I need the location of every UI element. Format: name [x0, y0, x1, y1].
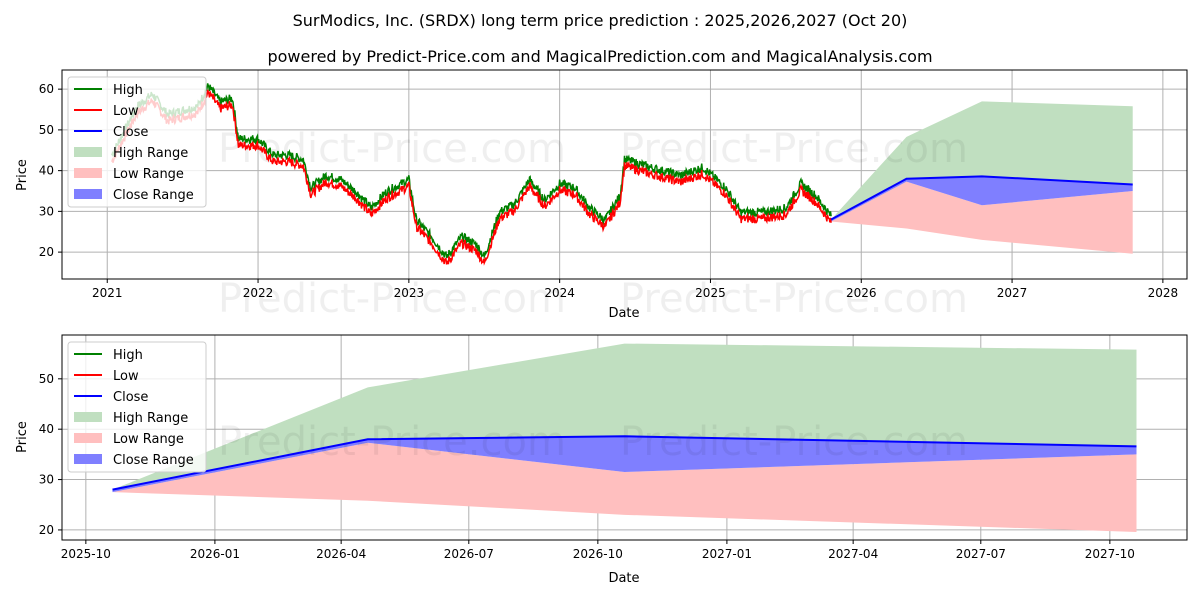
legend-swatch-close-range [74, 454, 102, 464]
y-axis-label: Price [15, 421, 30, 453]
x-tick-label: 2027-04 [828, 547, 878, 561]
x-tick-label: 2025 [695, 286, 726, 300]
high-line [111, 83, 832, 260]
watermark: Predict-Price.com [218, 276, 566, 322]
y-tick-label: 30 [39, 204, 54, 218]
y-tick-label: 20 [39, 245, 54, 259]
legend-label: High Range [113, 146, 188, 161]
y-tick-label: 30 [39, 473, 54, 487]
watermark: Predict-Price.com [620, 126, 968, 172]
y-tick-label: 60 [39, 82, 54, 96]
legend-label: Close Range [113, 453, 194, 468]
watermark: Predict-Price.com [620, 276, 968, 322]
legend-swatch-high-range [74, 147, 102, 157]
close-forecast-line [112, 435, 1137, 491]
legend-label: Low Range [113, 167, 184, 182]
legend-label: Low Range [113, 432, 184, 447]
low-line [111, 89, 832, 266]
legend-swatch-close-range [74, 189, 102, 199]
x-tick-label: 2026-01 [190, 547, 240, 561]
x-axis-label: Date [608, 571, 639, 586]
x-tick-label: 2026 [846, 286, 877, 300]
x-tick-label: 2027 [997, 286, 1028, 300]
x-tick-label: 2022 [243, 286, 274, 300]
legend-swatch-high-range [74, 412, 102, 422]
x-tick-label: 2025-10 [61, 547, 111, 561]
legend-label: Close Range [113, 188, 194, 203]
y-tick-label: 50 [39, 372, 54, 386]
x-tick-label: 2024 [544, 286, 575, 300]
close-range-area [831, 176, 1133, 222]
x-axis-label: Date [608, 306, 639, 321]
x-tick-label: 2027-10 [1085, 547, 1135, 561]
y-axis-label: Price [15, 159, 30, 191]
close-range-area [112, 436, 1137, 493]
legend-label: High [113, 348, 143, 363]
legend-label: Low [113, 369, 139, 384]
y-tick-label: 40 [39, 164, 54, 178]
low-range-area [831, 181, 1133, 254]
legend-swatch-low-range [74, 433, 102, 443]
y-tick-label: 40 [39, 422, 54, 436]
forecast-chart: 2025-10 2026-01 2026-04 2026-07 2026-10 2027-… [15, 334, 1188, 586]
y-tick-label: 50 [39, 123, 54, 137]
legend-box [67, 341, 207, 473]
x-tick-label: 2026-10 [573, 547, 623, 561]
x-tick-label: 2026-07 [444, 547, 494, 561]
legend-label: High [113, 83, 143, 98]
legend-label: High Range [113, 411, 188, 426]
legend-label: Low [113, 104, 139, 119]
high-range-area [831, 101, 1133, 220]
x-tick-label: 2021 [92, 286, 123, 300]
long-term-chart: 2021 2022 2023 2024 2025 2026 2027 2028 20 30 40 50… [15, 69, 1188, 322]
x-tick-label: 2026-04 [316, 547, 366, 561]
x-tick-label: 2027-01 [702, 547, 752, 561]
chart-subtitle: powered by Predict-Price.com and Magical… [267, 47, 932, 66]
plot-frame [61, 69, 1188, 280]
high-range-area [112, 343, 1137, 490]
x-tick-label: 2027-07 [956, 547, 1006, 561]
legend-label: Close [113, 390, 148, 405]
low-range-area [112, 442, 1137, 532]
chart-title: SurModics, Inc. (SRDX) long term price p… [293, 11, 908, 30]
x-tick-label: 2023 [394, 286, 425, 300]
plot-frame [61, 334, 1188, 541]
close-forecast-line [830, 175, 1133, 221]
legend-box [67, 76, 207, 208]
legend-label: Close [113, 125, 148, 140]
y-tick-label: 20 [39, 523, 54, 537]
x-tick-label: 2028 [1148, 286, 1179, 300]
legend-swatch-low-range [74, 168, 102, 178]
